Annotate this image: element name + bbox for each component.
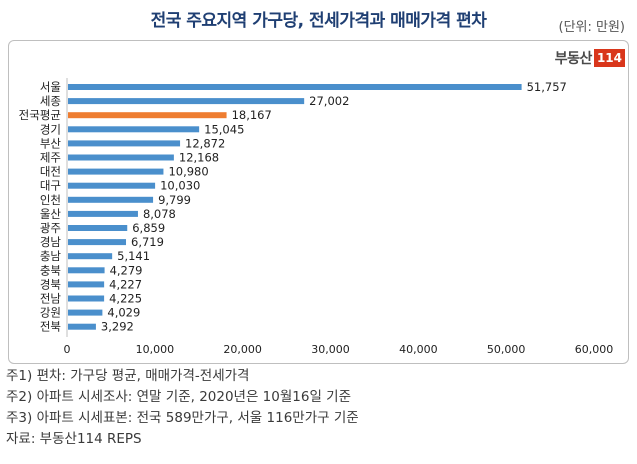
category-label-17: 전북	[40, 320, 61, 334]
category-label-2: 전국평균	[19, 108, 61, 122]
footnote-3: 주3) 아파트 시세표본: 전국 589만가구, 서울 116만가구 기준	[6, 410, 359, 426]
bar-10	[68, 225, 128, 231]
logo-text: 부동산	[554, 51, 593, 67]
value-label-3: 15,045	[204, 122, 244, 136]
value-label-16: 4,029	[107, 306, 140, 320]
value-label-13: 4,279	[110, 263, 143, 277]
value-label-17: 3,292	[101, 320, 134, 334]
value-label-14: 4,227	[109, 277, 142, 291]
footnote-1: 주1) 편차: 가구당 평균, 매매가격-전세가격	[6, 368, 250, 384]
footnotes: 주1) 편차: 가구당 평균, 매매가격-전세가격 주2) 아파트 시세조사: …	[6, 366, 359, 450]
bar-9	[68, 210, 138, 217]
bar-17	[68, 323, 96, 330]
bar-13	[68, 267, 105, 274]
value-label-4: 12,872	[185, 136, 225, 150]
category-label-14: 경북	[40, 277, 61, 291]
value-label-0: 51,757	[527, 80, 567, 94]
category-label-13: 충북	[40, 263, 61, 277]
bar-1	[68, 98, 305, 105]
bar-11	[68, 239, 127, 246]
bar-0	[68, 84, 522, 90]
value-label-9: 8,078	[143, 207, 176, 221]
source-note: 자료: 부동산114 REPS	[6, 431, 142, 447]
value-label-6: 10,980	[168, 165, 208, 179]
x-tick-label-0: 0	[64, 343, 71, 356]
category-label-1: 세종	[40, 94, 61, 108]
category-label-11: 경남	[40, 235, 62, 249]
category-label-0: 서울	[40, 80, 61, 94]
category-label-6: 대전	[40, 165, 61, 179]
value-label-2: 18,167	[232, 108, 272, 122]
x-tick-label-3: 30,000	[311, 343, 350, 356]
bar-3	[68, 126, 200, 133]
bar-16	[68, 309, 103, 316]
category-label-10: 광주	[40, 221, 61, 235]
category-label-9: 울산	[40, 207, 62, 221]
bar-6	[68, 168, 164, 175]
category-label-8: 인천	[40, 193, 61, 207]
x-tick-label-5: 50,000	[487, 343, 526, 356]
x-tick-label-4: 40,000	[399, 343, 438, 356]
category-label-5: 제주	[40, 151, 61, 165]
category-label-16: 강원	[40, 306, 61, 320]
category-label-15: 전남	[40, 292, 62, 306]
bar-2	[68, 112, 227, 119]
value-label-7: 10,030	[160, 179, 200, 193]
value-label-8: 9,799	[158, 193, 191, 207]
category-label-12: 충남	[40, 249, 62, 263]
bar-4	[68, 140, 181, 147]
category-label-7: 대구	[40, 179, 61, 193]
bar-15	[68, 295, 105, 302]
x-tick-label-1: 10,000	[136, 343, 175, 356]
value-label-15: 4,225	[109, 292, 142, 306]
x-tick-label-6: 60,000	[575, 343, 614, 356]
footnote-2: 주2) 아파트 시세조사: 연말 기준, 2020년은 10월16일 기준	[6, 389, 352, 405]
value-label-5: 12,168	[179, 151, 219, 165]
brand-logo: 부동산 114	[555, 48, 625, 68]
value-label-11: 6,719	[131, 235, 164, 249]
category-label-3: 경기	[40, 122, 61, 136]
chart-title: 전국 주요지역 가구당, 전세가격과 매매가격 편차	[150, 11, 487, 31]
bar-5	[68, 154, 174, 161]
bar-14	[68, 281, 105, 288]
unit-label: (단위: 만원)	[558, 20, 626, 35]
value-label-10: 6,859	[132, 221, 165, 235]
logo-number: 114	[593, 49, 625, 67]
value-label-1: 27,002	[309, 94, 349, 108]
bar-7	[68, 182, 156, 189]
x-tick-label-2: 20,000	[223, 343, 262, 356]
bar-12	[68, 253, 113, 260]
category-label-4: 부산	[40, 136, 62, 150]
bar-8	[68, 196, 154, 203]
value-label-12: 5,141	[117, 249, 150, 263]
